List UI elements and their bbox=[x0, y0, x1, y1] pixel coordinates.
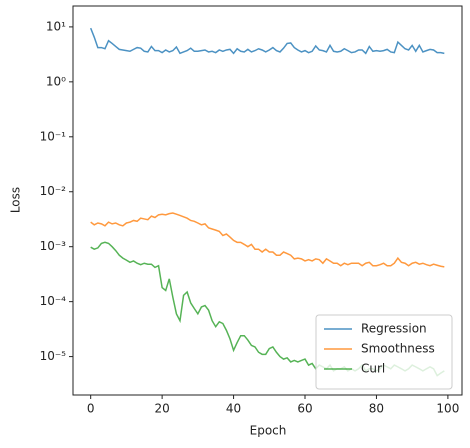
plot-frame bbox=[72, 5, 463, 396]
y-axis-label: Loss bbox=[9, 187, 23, 213]
x-tick-label: 100 bbox=[436, 402, 459, 416]
series-line bbox=[90, 212, 445, 268]
legend-label: Curl bbox=[361, 362, 385, 376]
x-tick-label: 20 bbox=[154, 402, 169, 416]
y-tick-label: 10⁻⁴ bbox=[40, 294, 67, 308]
x-tick-label: 80 bbox=[369, 402, 384, 416]
y-tick-label: 10¹ bbox=[46, 19, 66, 33]
x-tick-label: 40 bbox=[226, 402, 241, 416]
legend-box bbox=[315, 314, 453, 390]
x-tick-label: 0 bbox=[87, 402, 95, 416]
y-tick-label: 10⁻⁵ bbox=[40, 349, 67, 363]
series-line bbox=[89, 27, 445, 55]
x-tick-label: 60 bbox=[297, 402, 312, 416]
x-axis-label: Epoch bbox=[250, 424, 287, 438]
legend-label: Regression bbox=[361, 322, 427, 336]
legend: Regression Smoothness Curl bbox=[315, 314, 453, 390]
y-tick-label: 10⁰ bbox=[46, 74, 66, 88]
legend-label: Smoothness bbox=[361, 342, 435, 356]
y-tick-label: 10⁻³ bbox=[40, 239, 67, 253]
y-tick-label: 10⁻² bbox=[40, 184, 67, 198]
y-tick-label: 10⁻¹ bbox=[40, 129, 67, 143]
